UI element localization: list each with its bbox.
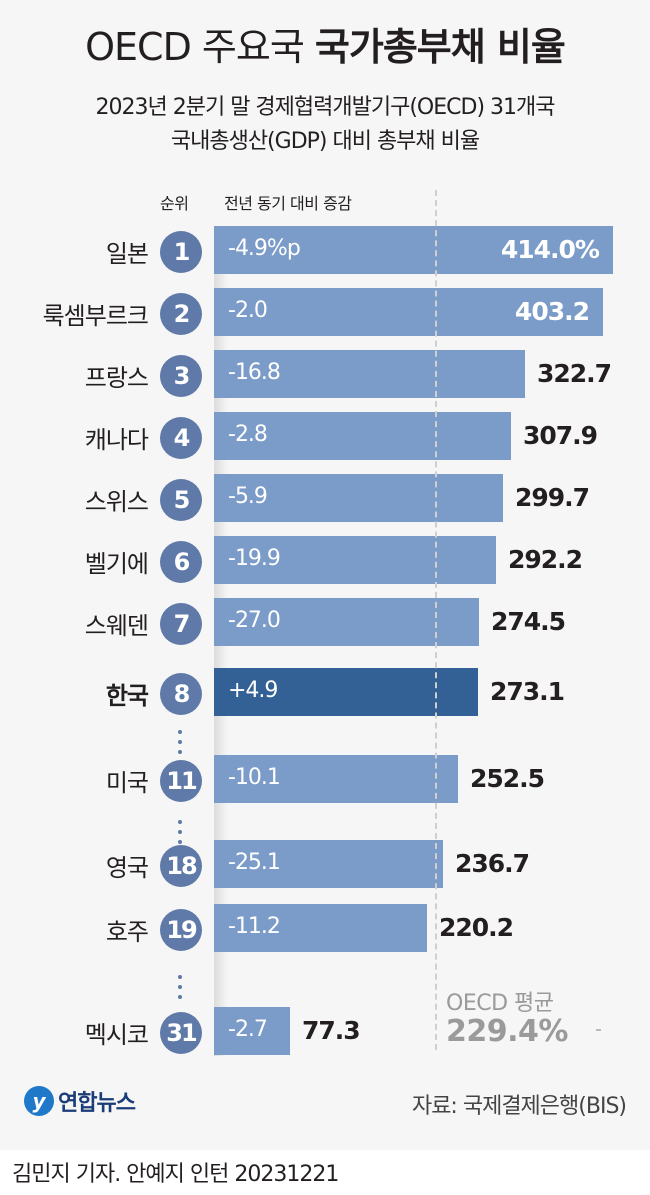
- debt-value: 77.3: [302, 1016, 361, 1045]
- rank-badge: 2: [160, 293, 202, 335]
- debt-bar: [214, 474, 503, 522]
- title-bold: 국가총부채 비율: [314, 25, 566, 69]
- debt-value: 220.2: [439, 913, 514, 942]
- yonhap-logo: y 연합뉴스: [24, 1085, 136, 1117]
- oecd-average-label: OECD 평균 229.4%: [446, 990, 568, 1049]
- change-value: -4.9%p: [228, 236, 301, 261]
- change-value: -25.1: [228, 850, 281, 875]
- oecd-average-line: [435, 190, 437, 1050]
- bar-row: 스위스 5 -5.9 299.7: [0, 474, 650, 522]
- country-label: 프랑스: [84, 364, 149, 392]
- change-value: -10.1: [228, 765, 281, 790]
- debt-bar: [214, 904, 427, 952]
- change-value: -19.9: [228, 546, 281, 571]
- bar-row: 미국 11 -10.1 252.5: [0, 755, 650, 803]
- rank-badge: 19: [160, 909, 202, 951]
- debt-bar: [214, 668, 478, 716]
- debt-value: 307.9: [523, 421, 598, 450]
- debt-bar: [214, 412, 511, 460]
- change-value: +4.9: [228, 678, 278, 703]
- rank-badge: 6: [160, 541, 202, 583]
- change-value: -11.2: [228, 914, 281, 939]
- bar-row: 호주 19 -11.2 220.2: [0, 904, 650, 952]
- country-label: 호주: [105, 918, 149, 946]
- debt-bar: [214, 288, 603, 336]
- debt-bar: [214, 536, 496, 584]
- bar-row: 룩셈부르크 2 -2.0 403.2: [0, 288, 650, 336]
- rank-badge: 31: [160, 1012, 202, 1054]
- debt-value: 273.1: [490, 677, 565, 706]
- debt-bar: [214, 755, 458, 803]
- bar-row: 영국 18 -25.1 236.7: [0, 840, 650, 888]
- bar-row: 한국 8 +4.9 273.1: [0, 668, 650, 716]
- change-value: -2.8: [228, 422, 268, 447]
- title-light: OECD 주요국: [85, 25, 305, 69]
- ellipsis-dots: [178, 820, 184, 850]
- country-label: 한국: [105, 682, 149, 710]
- rank-badge: 7: [160, 603, 202, 645]
- bar-row: 스웨덴 7 -27.0 274.5: [0, 598, 650, 646]
- average-tick: [596, 1029, 601, 1031]
- rank-badge: 18: [160, 845, 202, 887]
- country-label: 스웨덴: [84, 612, 149, 640]
- change-column-header: 전년 동기 대비 증감: [224, 194, 352, 213]
- change-value: -2.7: [228, 1017, 268, 1042]
- yonhap-logo-icon: y: [24, 1086, 54, 1116]
- rank-badge: 11: [160, 760, 202, 802]
- subtitle-line2: 국내총생산(GDP) 대비 총부채 비율: [170, 129, 480, 154]
- change-value: -5.9: [228, 484, 268, 509]
- bar-row: 멕시코 31 -2.7 77.3: [0, 1007, 650, 1055]
- subtitle-line1: 2023년 2분기 말 경제협력개발기구(OECD) 31개국: [95, 95, 556, 120]
- chart-title: OECD 주요국 국가총부채 비율: [0, 22, 650, 72]
- country-label: 캐나다: [84, 426, 149, 454]
- debt-value: 252.5: [470, 764, 545, 793]
- debt-value: 292.2: [508, 545, 583, 574]
- debt-value: 322.7: [537, 359, 612, 388]
- rank-badge: 1: [160, 231, 202, 273]
- bar-row: 벨기에 6 -19.9 292.2: [0, 536, 650, 584]
- debt-value: 236.7: [455, 849, 530, 878]
- country-label: 벨기에: [84, 550, 149, 578]
- country-label: 일본: [105, 240, 149, 268]
- rank-badge: 4: [160, 417, 202, 459]
- change-value: -27.0: [228, 608, 281, 633]
- credit-text: 김민지 기자. 안예지 인턴 20231221: [12, 1162, 339, 1187]
- country-label: 영국: [105, 854, 149, 882]
- rank-badge: 8: [160, 673, 202, 715]
- debt-value: 274.5: [491, 607, 566, 636]
- average-value: 229.4%: [446, 1014, 568, 1049]
- ellipsis-dots: [178, 730, 184, 760]
- debt-value: 414.0%: [500, 235, 600, 264]
- rank-badge: 3: [160, 355, 202, 397]
- change-value: -2.0: [228, 298, 268, 323]
- debt-bar: [214, 1007, 290, 1055]
- debt-bar: [214, 840, 443, 888]
- bar-row: 프랑스 3 -16.8 322.7: [0, 350, 650, 398]
- average-label-text: OECD 평균: [446, 991, 554, 1016]
- debt-bar: [214, 598, 479, 646]
- source-text: 자료: 국제결제은행(BIS): [411, 1094, 627, 1119]
- country-label: 룩셈부르크: [42, 302, 149, 330]
- country-label: 미국: [105, 769, 149, 797]
- debt-bar: [214, 350, 525, 398]
- debt-value: 299.7: [515, 483, 590, 512]
- country-label: 스위스: [84, 488, 149, 516]
- change-value: -16.8: [228, 360, 281, 385]
- rank-badge: 5: [160, 479, 202, 521]
- debt-bar: [214, 226, 613, 274]
- ellipsis-dots: [178, 975, 184, 1005]
- bar-row: 캐나다 4 -2.8 307.9: [0, 412, 650, 460]
- logo-text: 연합뉴스: [58, 1091, 136, 1116]
- debt-value: 403.2: [514, 297, 590, 326]
- bar-row: 일본 1 -4.9%p 414.0%: [0, 226, 650, 274]
- rank-column-header: 순위: [160, 194, 189, 213]
- country-label: 멕시코: [84, 1021, 149, 1049]
